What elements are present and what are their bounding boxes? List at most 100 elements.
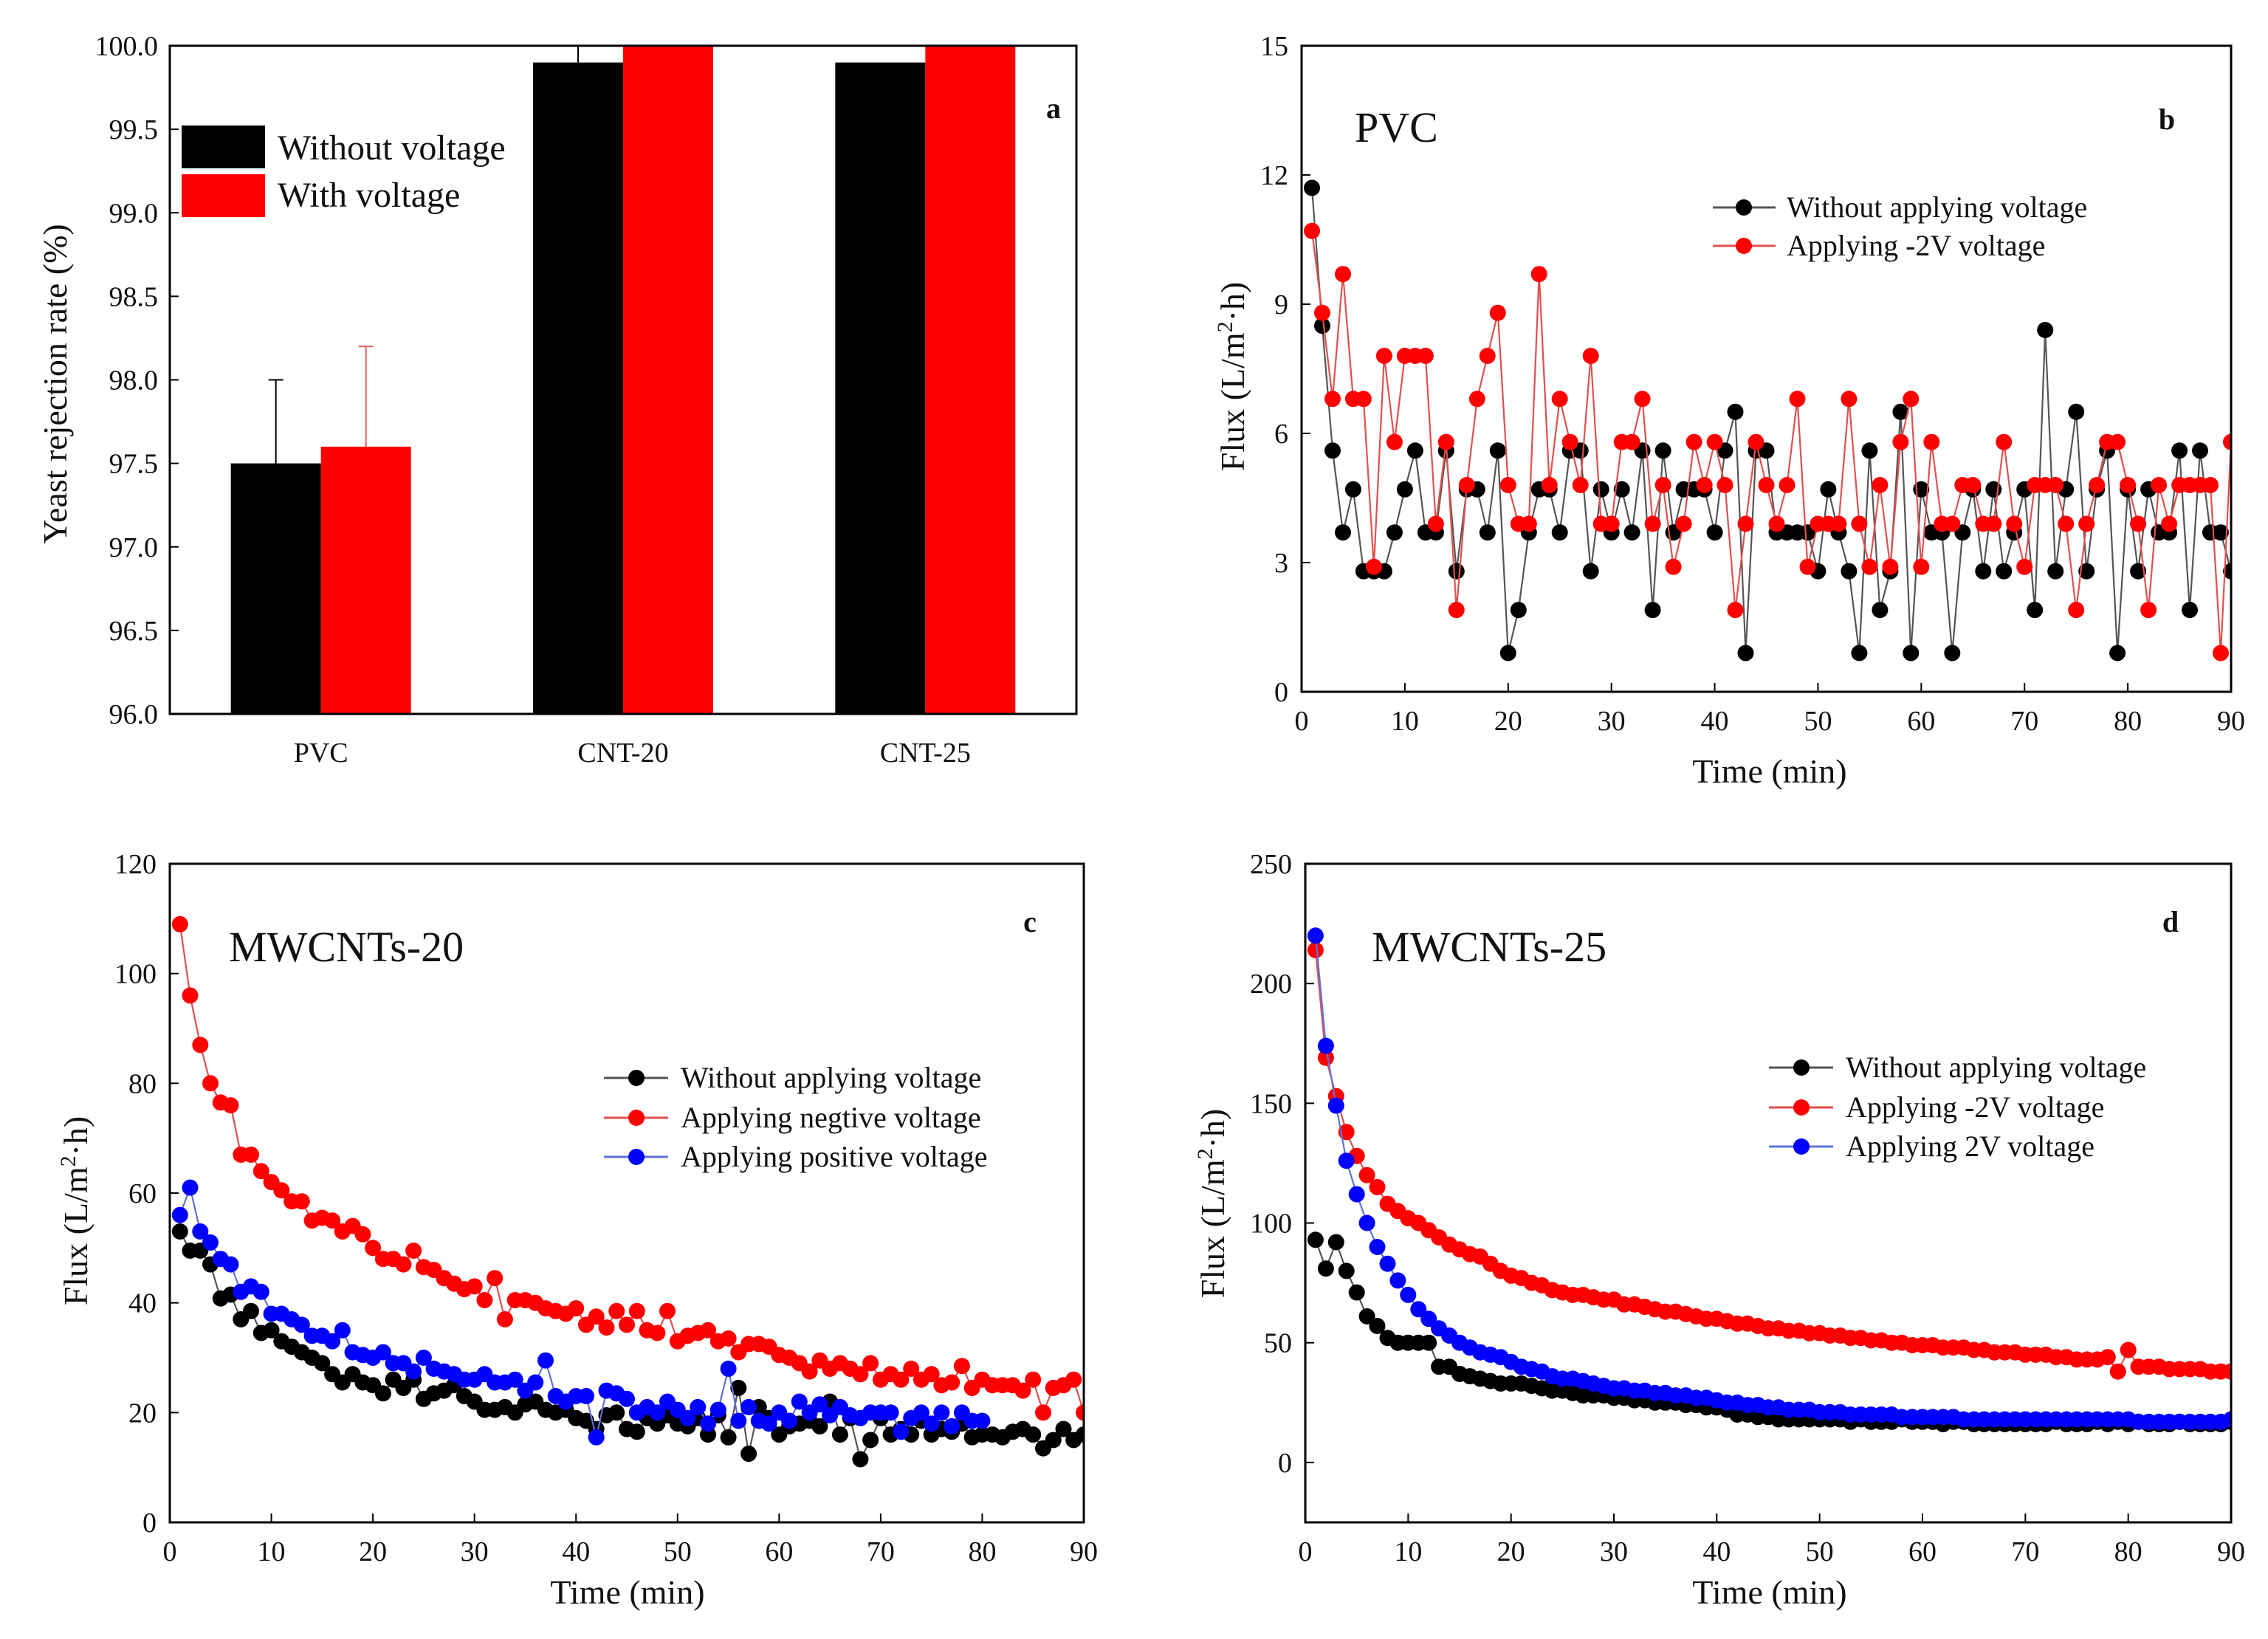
panel-b-line-chart: 0 10 20 30 40 50 60 70 80 90 0 3 6 9 12 15 PVC b Time (… bbox=[1213, 31, 2246, 790]
x-tick-label: 20 bbox=[1497, 1536, 1525, 1567]
data-point-s1-8 bbox=[252, 1163, 269, 1180]
panel-d-plot-area: 0 10 20 30 40 50 60 70 80 90 0 50 100 150 200 250 bbox=[1250, 849, 2245, 1567]
x-tick-label: 30 bbox=[461, 1536, 489, 1567]
data-point-s0-11 bbox=[1420, 1334, 1437, 1351]
data-point-s1-74 bbox=[2068, 602, 2085, 619]
data-point-s2-1 bbox=[182, 1179, 199, 1196]
data-point-s1-45 bbox=[1768, 515, 1785, 532]
data-point-s1-5 bbox=[222, 1097, 239, 1114]
data-point-s2-50 bbox=[679, 1409, 696, 1426]
panel-b-plot-frame bbox=[1300, 44, 2233, 693]
data-point-s2-35 bbox=[527, 1374, 544, 1391]
data-point-s1-62 bbox=[1944, 515, 1961, 532]
data-point-s1-84 bbox=[1025, 1371, 1042, 1388]
data-point-s2-15 bbox=[324, 1333, 341, 1350]
data-point-s1-48 bbox=[659, 1302, 676, 1319]
data-point-s0-14 bbox=[1448, 563, 1465, 580]
data-point-s0-67 bbox=[852, 1451, 869, 1468]
data-point-s1-83 bbox=[2161, 515, 2178, 532]
data-point-s2-56 bbox=[740, 1398, 757, 1415]
bar-cnt-20-with bbox=[623, 46, 713, 714]
data-point-s0-0 bbox=[1304, 179, 1320, 196]
data-point-s0-2 bbox=[1327, 1234, 1344, 1251]
y-tick-label: 50 bbox=[1264, 1328, 1292, 1359]
data-point-s1-52 bbox=[700, 1322, 716, 1339]
y-tick-label: 200 bbox=[1250, 969, 1292, 1000]
data-point-s2-3 bbox=[202, 1234, 219, 1251]
data-point-s2-63 bbox=[811, 1396, 828, 1413]
y-tick-label: 96.5 bbox=[109, 616, 159, 647]
data-point-s1-32 bbox=[496, 1311, 513, 1327]
data-point-s1-89 bbox=[2223, 1363, 2231, 1380]
data-point-s0-1 bbox=[1317, 1260, 1334, 1277]
data-point-s1-2 bbox=[1324, 391, 1341, 408]
x-tick-label: 0 bbox=[1295, 706, 1309, 737]
data-point-s2-58 bbox=[760, 1415, 777, 1432]
data-point-s2-20 bbox=[374, 1344, 391, 1361]
data-point-s1-8 bbox=[1386, 433, 1403, 450]
data-point-s2-79 bbox=[974, 1412, 991, 1429]
series-line-2 bbox=[1314, 935, 2231, 1423]
data-point-s0-10 bbox=[1406, 442, 1423, 459]
data-point-s0-50 bbox=[1820, 481, 1837, 498]
x-tick-label: 30 bbox=[1600, 1536, 1628, 1567]
data-point-s2-55 bbox=[730, 1412, 747, 1429]
data-point-s2-1 bbox=[1317, 1037, 1334, 1054]
y-tick-label: 150 bbox=[1250, 1088, 1292, 1119]
data-point-s0-53 bbox=[1851, 645, 1868, 662]
y-tick-label: 20 bbox=[128, 1398, 157, 1429]
data-point-s1-11 bbox=[1417, 348, 1434, 364]
panel-c-y-axis-title: Flux (L/m2·h) bbox=[56, 1116, 95, 1305]
data-point-s1-5 bbox=[1355, 391, 1372, 408]
data-point-s0-84 bbox=[2171, 442, 2188, 459]
panel-d-y-axis-title: Flux (L/m2·h) bbox=[1193, 1109, 1232, 1298]
data-point-s1-7 bbox=[1375, 348, 1392, 364]
data-point-s0-4 bbox=[1344, 481, 1361, 498]
x-tick-label: 40 bbox=[1702, 1536, 1731, 1567]
data-point-s1-44 bbox=[619, 1316, 635, 1333]
data-point-s1-22 bbox=[395, 1256, 412, 1273]
legend-label-without-voltage: Without voltage bbox=[278, 128, 506, 168]
data-point-s1-39 bbox=[568, 1300, 585, 1317]
data-point-s2-73 bbox=[913, 1404, 929, 1421]
data-point-s1-15 bbox=[1458, 477, 1475, 493]
data-point-s1-24 bbox=[1551, 391, 1568, 408]
data-point-s1-39 bbox=[1706, 433, 1723, 450]
data-point-s2-5 bbox=[222, 1256, 239, 1273]
panel-b-plot-area: 0 10 20 30 40 50 60 70 80 90 0 3 6 9 12 15 bbox=[1260, 31, 2245, 737]
data-point-s1-38 bbox=[1696, 477, 1713, 493]
data-point-s0-88 bbox=[2213, 524, 2229, 541]
x-tick-label: 20 bbox=[359, 1536, 387, 1567]
data-point-s1-72 bbox=[903, 1360, 920, 1377]
legend-label-minus2v: Applying -2V voltage bbox=[1846, 1090, 2104, 1124]
data-point-s1-43 bbox=[608, 1302, 625, 1319]
panel-d-title: MWCNTs-25 bbox=[1372, 923, 1606, 971]
data-point-s0-9 bbox=[263, 1322, 280, 1339]
x-tick-label: CNT-20 bbox=[577, 738, 668, 769]
data-point-s0-85 bbox=[2182, 602, 2198, 619]
panel-c-line-chart: 0 10 20 30 40 50 60 70 80 90 0 20 40 60 80 100 120 MWCNT… bbox=[56, 849, 1099, 1611]
data-point-s0-39 bbox=[1706, 524, 1723, 541]
data-point-s0-14 bbox=[314, 1355, 331, 1372]
panel-b-title: PVC bbox=[1355, 103, 1438, 151]
data-point-s1-66 bbox=[1985, 515, 2002, 532]
legend-marker-positive bbox=[628, 1149, 645, 1165]
data-point-s2-47 bbox=[649, 1404, 666, 1421]
y-tick-label: 120 bbox=[114, 849, 157, 880]
data-point-s1-6 bbox=[1365, 558, 1382, 575]
data-point-s0-42 bbox=[1737, 645, 1754, 662]
x-tick-label: 50 bbox=[1806, 1536, 1834, 1567]
y-tick-label: 97.0 bbox=[109, 532, 159, 563]
data-point-s0-19 bbox=[1499, 645, 1516, 662]
legend-label-without: Without applying voltage bbox=[681, 1061, 981, 1094]
data-point-s0-72 bbox=[2047, 563, 2064, 580]
y-tick-label: 3 bbox=[1274, 548, 1288, 579]
data-point-s2-10 bbox=[1410, 1301, 1427, 1318]
data-point-s0-34 bbox=[1654, 442, 1671, 459]
data-point-s1-59 bbox=[1913, 558, 1930, 575]
data-point-s0-86 bbox=[1045, 1432, 1062, 1449]
data-point-s0-5 bbox=[1358, 1308, 1375, 1324]
x-tick-label: 80 bbox=[2114, 1536, 2142, 1567]
data-point-s1-47 bbox=[1789, 391, 1806, 408]
data-point-s1-0 bbox=[171, 915, 188, 932]
